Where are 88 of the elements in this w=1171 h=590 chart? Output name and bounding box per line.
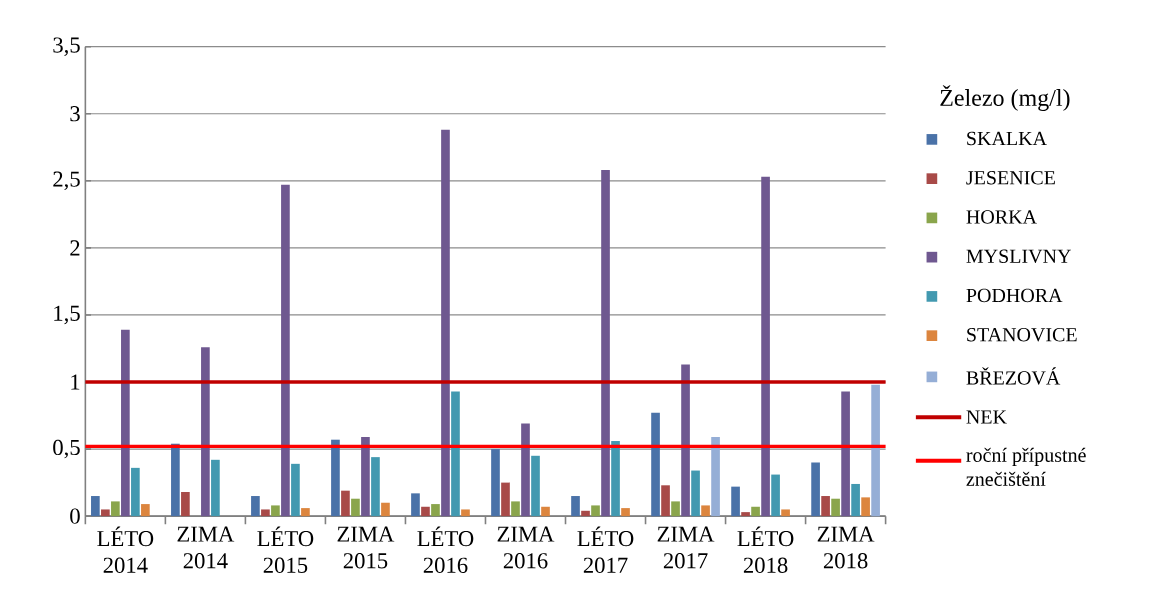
x-tick-label: LÉTO 2017: [577, 526, 634, 574]
bar: [171, 443, 180, 517]
bar: [571, 496, 580, 517]
bar: [591, 505, 600, 517]
legend-label: MYSLIVNY: [966, 249, 1071, 264]
legend-label: NEK: [966, 410, 1007, 424]
bar: [201, 347, 210, 517]
bar: [711, 437, 720, 517]
x-tick-label: LÉTO 2018: [737, 526, 794, 574]
bar: [671, 501, 680, 517]
bar: [341, 490, 350, 517]
bar: [761, 177, 770, 517]
bar: [301, 508, 310, 517]
bar: [371, 457, 380, 517]
bar: [411, 493, 420, 517]
bar: [451, 391, 460, 517]
y-tick-label: 1,5: [54, 305, 80, 325]
bar: [811, 462, 820, 517]
bar: [111, 501, 120, 517]
bar: [461, 509, 470, 517]
bar: [351, 498, 360, 517]
y-tick-label: 2: [70, 240, 80, 256]
bar: [581, 511, 590, 517]
bar: [421, 507, 430, 517]
x-tick-label: ZIMA 2018: [817, 526, 875, 569]
bar: [841, 391, 850, 517]
legend-title: Železo (mg/l): [940, 85, 1070, 112]
y-tick-label: 3,5: [53, 37, 80, 57]
legend-label: STANOVICE: [967, 328, 1077, 342]
bar: [751, 507, 760, 517]
legend-label: BŘEZOVÁ: [966, 367, 1061, 386]
bar: [541, 507, 550, 517]
bar: [741, 512, 750, 517]
bar: [731, 486, 740, 517]
bar: [771, 474, 780, 517]
bar: [121, 329, 130, 517]
y-tick-label: 0,5: [53, 440, 80, 459]
legend-label: SKALKA: [967, 132, 1047, 146]
x-tick-label: LÉTO 2016: [417, 526, 474, 574]
bar: [511, 501, 520, 517]
bar: [861, 497, 870, 517]
bar: [291, 464, 300, 517]
bar: [601, 170, 610, 517]
bar: [131, 468, 140, 517]
x-tick-label: ZIMA 2017: [657, 526, 715, 569]
x-tick-label: LÉTO 2015: [257, 526, 314, 574]
x-tick-label: ZIMA 2016: [497, 526, 555, 569]
bar: [361, 437, 370, 517]
bar: [271, 505, 280, 517]
y-tick-label: 1: [71, 374, 80, 390]
bar: [181, 492, 190, 517]
bar: [531, 456, 540, 517]
bar: [821, 496, 830, 517]
bar: [661, 485, 670, 517]
bar: [781, 509, 790, 517]
bar: [691, 470, 700, 517]
bar: [101, 509, 110, 517]
x-tick-label: ZIMA 2014: [177, 526, 235, 569]
bar: [621, 508, 630, 517]
bar: [851, 484, 860, 517]
legend-label: roční přípustné znečištění: [966, 448, 1086, 487]
bar: [491, 449, 500, 517]
bar: [211, 460, 220, 517]
bar: [91, 496, 100, 517]
bar: [701, 505, 710, 517]
bar: [871, 384, 880, 517]
bar: [281, 185, 290, 517]
bar: [611, 441, 620, 517]
bar: [251, 496, 260, 517]
bar: [141, 504, 150, 517]
y-tick-label: 0: [70, 508, 80, 525]
bar: [501, 482, 510, 517]
bar: [681, 364, 690, 517]
bar: [831, 498, 840, 517]
y-tick-label: 2,5: [53, 171, 80, 191]
bar: [431, 504, 440, 517]
legend-label: HORKA: [966, 210, 1037, 224]
legend-label: JESENICE: [966, 171, 1055, 185]
bar: [381, 502, 390, 517]
bar: [651, 413, 660, 517]
legend-label: PODHORA: [966, 289, 1063, 303]
x-tick-label: ZIMA 2015: [337, 526, 395, 569]
y-tick-label: 3: [70, 106, 80, 122]
bar: [331, 439, 340, 517]
bar: [521, 423, 530, 517]
bar: [261, 509, 270, 517]
bar: [441, 130, 450, 517]
x-tick-label: LÉTO 2014: [97, 526, 154, 574]
